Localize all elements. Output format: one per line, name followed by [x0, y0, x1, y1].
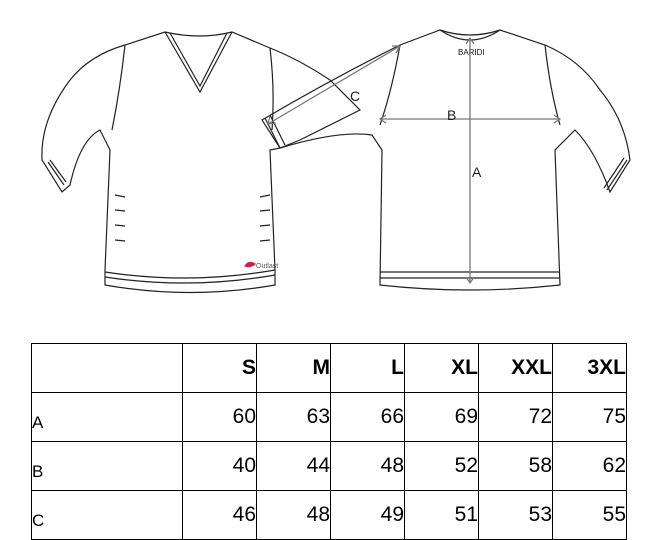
row-label: B: [31, 441, 183, 491]
table-header-row: S M L XL XXL 3XL: [31, 343, 627, 393]
table-cell: 62: [552, 441, 627, 491]
measurement-lines: [267, 36, 562, 285]
table-cell: 51: [404, 490, 479, 540]
table-cell: 69: [404, 392, 479, 442]
front-view: Outlast: [41, 31, 362, 294]
measure-c-line: [267, 45, 401, 125]
table-cell: 72: [478, 392, 553, 442]
table-cell: 40: [182, 441, 257, 491]
table-cell: 58: [478, 441, 553, 491]
table-cell: 46: [182, 490, 257, 540]
row-label: C: [31, 490, 183, 540]
header-cell: [31, 343, 183, 393]
label-b: B: [447, 107, 456, 123]
header-cell: 3XL: [552, 343, 627, 393]
table-cell: 66: [330, 392, 405, 442]
table-cell: 44: [256, 441, 331, 491]
svg-text:Outlast: Outlast: [256, 263, 278, 270]
table-cell: 48: [330, 441, 405, 491]
table-cell: 49: [330, 490, 405, 540]
label-c: C: [350, 88, 360, 104]
table-cell: 60: [182, 392, 257, 442]
baridi-logo: BARIDI: [458, 48, 485, 57]
table-cell: 53: [478, 490, 553, 540]
back-view: BARIDI: [261, 29, 631, 291]
table-cell: 48: [256, 490, 331, 540]
header-cell: S: [182, 343, 257, 393]
table-cell: 52: [404, 441, 479, 491]
table-row: B 40 44 48 52 58 62: [31, 441, 627, 491]
header-cell: L: [330, 343, 405, 393]
size-table: S M L XL XXL 3XL A 60 63 66 69 72 75 B 4…: [31, 343, 627, 540]
table-row: A 60 63 66 69 72 75: [31, 392, 627, 442]
row-label: A: [31, 392, 183, 442]
garment-diagram: Outlast BARIDI A B C: [41, 29, 631, 294]
table-row: C 46 48 49 51 53 55: [31, 490, 627, 540]
table-cell: 55: [552, 490, 627, 540]
header-cell: M: [256, 343, 331, 393]
table-cell: 63: [256, 392, 331, 442]
label-a: A: [472, 164, 482, 180]
header-cell: XXL: [478, 343, 553, 393]
outlast-logo: Outlast: [244, 261, 278, 270]
table-cell: 75: [552, 392, 627, 442]
header-cell: XL: [404, 343, 479, 393]
